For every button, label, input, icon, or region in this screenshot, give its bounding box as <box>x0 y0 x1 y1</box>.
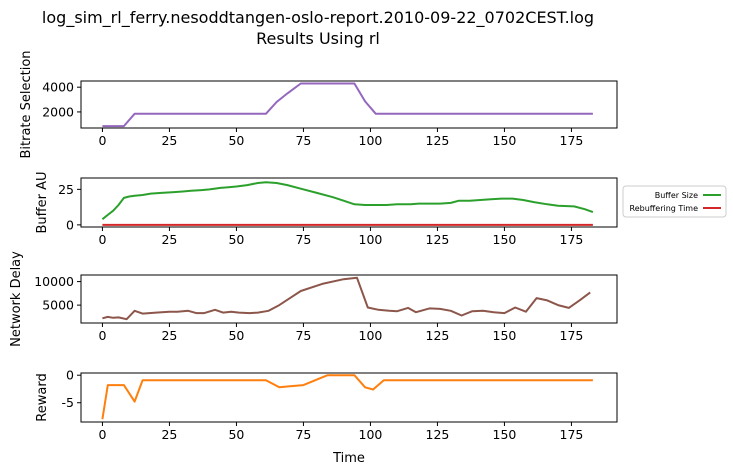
y-tick-label: 0 <box>66 368 74 383</box>
x-tick-label: 150 <box>493 328 517 343</box>
x-tick-label: 25 <box>161 427 177 442</box>
y-axis-label: Network Delay <box>9 251 24 347</box>
axes-frame <box>80 177 618 228</box>
x-tick-label: 25 <box>161 232 177 247</box>
chart-subtitle: Results Using rl <box>256 29 380 48</box>
x-tick-label: 125 <box>426 328 450 343</box>
x-tick-label: 100 <box>359 427 383 442</box>
x-tick-label: 50 <box>228 328 244 343</box>
x-tick-label: 50 <box>228 232 244 247</box>
x-tick-label: 50 <box>228 427 244 442</box>
series-line-1-1 <box>102 82 593 128</box>
x-tick-label: 150 <box>493 427 517 442</box>
subplot-1: 0 25 50 75 100 125 150 175 2000 4000 Bitrate Selec… <box>19 50 618 159</box>
x-tick-label: 0 <box>98 232 106 247</box>
legend-box <box>622 185 727 218</box>
y-tick-label: 4000 <box>42 80 74 95</box>
subplot-3: 0 25 50 75 100 125 150 175 5000 10000 Network Dela… <box>9 251 618 347</box>
subplot-4: 0 25 50 75 100 125 150 175 -5 0 Reward Time <box>35 368 618 466</box>
subplot-2: 0 25 50 75 100 125 150 175 0 25 Buffer AU Buffer Si… <box>35 172 727 247</box>
x-tick-label: 100 <box>359 328 383 343</box>
y-tick-label: 2000 <box>42 104 74 119</box>
x-tick-label: 75 <box>295 232 311 247</box>
x-tick-label: 175 <box>560 133 584 148</box>
x-tick-label: 175 <box>560 328 584 343</box>
y-tick-label: 10000 <box>34 274 74 289</box>
axes-frame <box>80 372 618 423</box>
legend-label: Rebuffering Time <box>630 204 699 213</box>
series-line-2-1 <box>101 181 594 220</box>
x-tick-label: 125 <box>426 133 450 148</box>
x-tick-label: 150 <box>493 232 517 247</box>
x-tick-label: 0 <box>98 328 106 343</box>
x-tick-label: 75 <box>295 328 311 343</box>
axes-frame <box>80 80 618 129</box>
legend: Buffer Size Rebuffering Time <box>622 185 727 218</box>
chart-title: log_sim_rl_ferry.nesoddtangen-oslo-repor… <box>41 8 595 27</box>
y-tick-label: 5000 <box>42 298 74 313</box>
x-tick-label: 25 <box>161 328 177 343</box>
legend-label: Buffer Size <box>655 191 698 200</box>
x-tick-label: 100 <box>359 133 383 148</box>
x-tick-label: 125 <box>426 427 450 442</box>
x-axis-label: Time <box>332 451 365 466</box>
y-tick-label: -5 <box>62 395 74 410</box>
x-tick-label: 125 <box>426 232 450 247</box>
series-line-3-1 <box>102 276 591 321</box>
x-tick-label: 150 <box>493 133 517 148</box>
x-tick-label: 25 <box>161 133 177 148</box>
y-tick-label: 25 <box>58 182 74 197</box>
x-tick-label: 175 <box>560 427 584 442</box>
x-tick-label: 50 <box>228 133 244 148</box>
x-tick-label: 175 <box>560 232 584 247</box>
y-axis-label: Bitrate Selection <box>19 50 34 158</box>
x-tick-label: 0 <box>98 427 106 442</box>
y-tick-label: 0 <box>66 217 74 232</box>
axes-frame <box>80 274 618 324</box>
x-tick-label: 75 <box>295 133 311 148</box>
x-tick-label: 100 <box>359 232 383 247</box>
x-tick-label: 75 <box>295 427 311 442</box>
series-line-4-1 <box>101 374 593 420</box>
y-axis-label: Reward <box>35 373 50 421</box>
y-axis-label: Buffer AU <box>35 172 50 234</box>
x-tick-label: 0 <box>98 133 106 148</box>
